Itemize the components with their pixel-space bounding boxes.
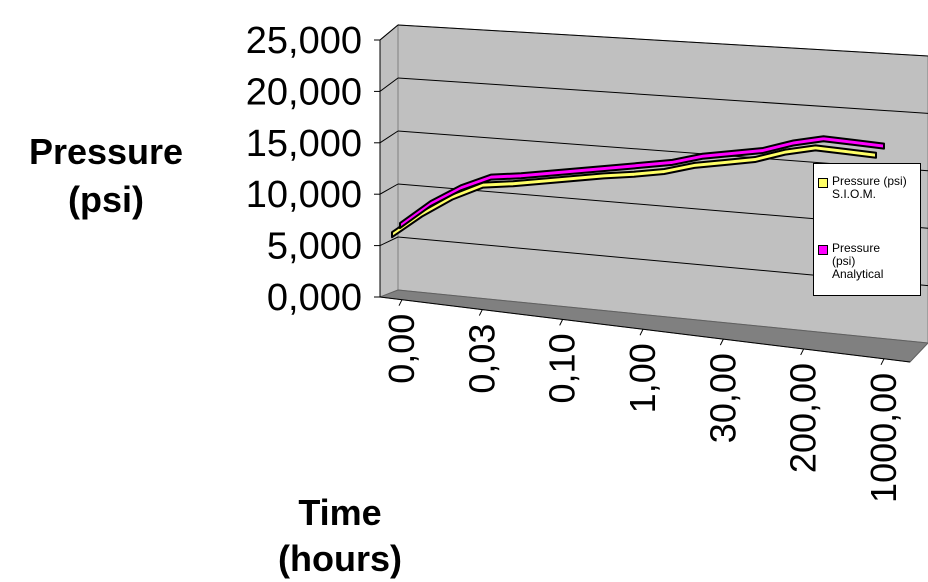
series-analytical-ribbon bbox=[399, 135, 885, 230]
legend-swatch-siom bbox=[818, 178, 828, 188]
x-tick-mark bbox=[719, 338, 724, 346]
y-axis-title-line-1: Pressure bbox=[28, 131, 184, 172]
y-axis-title: Pressure (psi) bbox=[0, 128, 212, 224]
gridline-side bbox=[379, 236, 399, 247]
x-axis: 0,00 0,03 0,10 1,00 30,00 200,00 1000,00 bbox=[379, 296, 911, 503]
y-tick-label: 0,000 bbox=[267, 277, 362, 319]
gridline-side bbox=[379, 77, 399, 92]
x-tick-mark bbox=[800, 348, 805, 356]
x-tick-label: 0,10 bbox=[542, 333, 583, 403]
x-tick-mark bbox=[478, 309, 483, 316]
legend-item-siom: Pressure (psi) S.I.O.M. bbox=[818, 175, 920, 201]
y-axis: 0,000 5,000 10,000 15,000 20,000 25,000 bbox=[246, 20, 381, 319]
gridline-side bbox=[379, 24, 399, 41]
x-tick-label: 200,00 bbox=[783, 363, 824, 473]
legend-item-analytical: Pressure (psi) Analytical bbox=[818, 242, 920, 281]
y-tick-label: 5,000 bbox=[267, 226, 362, 268]
x-axis-title-line-2: (hours) bbox=[278, 538, 402, 579]
x-tick-mark bbox=[880, 358, 885, 366]
y-tick-label: 15,000 bbox=[246, 123, 362, 165]
x-tick-mark bbox=[398, 299, 403, 306]
x-tick-label: 1,00 bbox=[622, 343, 663, 413]
x-tick-label: 0,03 bbox=[461, 324, 502, 394]
series-layer bbox=[391, 135, 885, 239]
gridline-side bbox=[379, 130, 399, 144]
legend-label-siom: Pressure (psi) S.I.O.M. bbox=[832, 174, 907, 201]
y-tick-label: 10,000 bbox=[246, 174, 362, 216]
y-tick-label: 25,000 bbox=[246, 20, 362, 62]
series-siom-ribbon bbox=[391, 144, 877, 239]
side-wall bbox=[379, 23, 399, 298]
legend-swatch-analytical bbox=[818, 245, 828, 255]
y-tick-label: 20,000 bbox=[246, 71, 362, 113]
x-tick-label: 30,00 bbox=[702, 353, 743, 443]
gridlines bbox=[379, 24, 928, 287]
y-axis-title-line-2: (psi) bbox=[68, 179, 144, 220]
x-tick-label: 1000,00 bbox=[863, 373, 904, 503]
x-tick-label: 0,00 bbox=[381, 314, 422, 384]
x-axis-line bbox=[379, 296, 911, 363]
legend-label-analytical: Pressure (psi) Analytical bbox=[832, 241, 884, 281]
x-tick-mark bbox=[559, 319, 564, 326]
x-axis-title: Time (hours) bbox=[250, 490, 430, 582]
x-tick-mark bbox=[639, 329, 644, 336]
legend: Pressure (psi) S.I.O.M. Pressure (psi) A… bbox=[813, 163, 921, 296]
gridline bbox=[397, 77, 928, 114]
x-axis-title-line-1: Time bbox=[298, 492, 382, 533]
gridline bbox=[397, 24, 928, 57]
gridline-side bbox=[379, 183, 399, 195]
